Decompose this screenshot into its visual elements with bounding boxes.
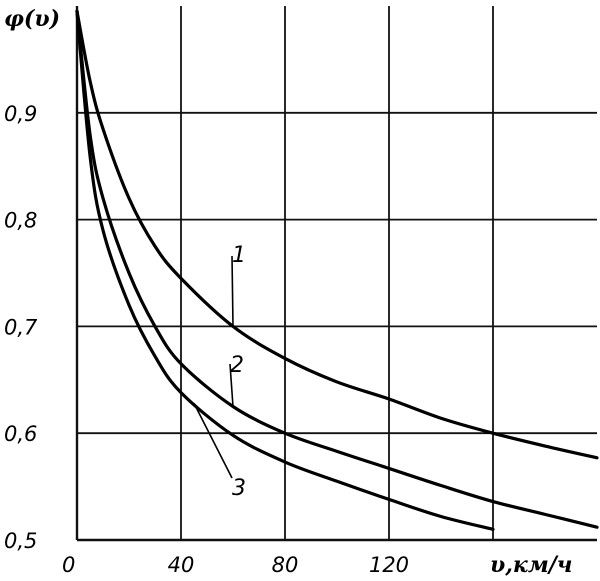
- series-label-1: 1: [232, 243, 246, 268]
- y-tick-label: 0,7: [4, 315, 38, 339]
- curve-layer: [75, 9, 599, 531]
- x-tick-label: 0: [62, 553, 75, 577]
- y-tick-label: 0,6: [4, 422, 37, 446]
- label-layer: 0,9 0,8 0,7 0,6 0,5 0 40 80 120 1 2 3: [4, 102, 409, 577]
- series-line-3: [75, 9, 495, 531]
- series-leader-2: [229, 363, 234, 407]
- y-tick-label: 0,8: [4, 209, 37, 233]
- series-line-2: [75, 9, 599, 529]
- series-label-2: 2: [230, 353, 244, 378]
- series-label-3: 3: [232, 476, 246, 501]
- series-line-1: [75, 9, 599, 460]
- x-tick-label: 40: [168, 553, 195, 577]
- x-tick-label: 120: [369, 553, 409, 577]
- series-leader-3: [193, 402, 233, 479]
- grid-layer: [75, 6, 597, 542]
- x-axis-title: υ,км/ч: [490, 552, 573, 578]
- y-tick-label: 0,9: [4, 102, 37, 126]
- x-tick-label: 80: [272, 553, 299, 577]
- y-axis-title: φ(υ): [4, 6, 60, 32]
- y-tick-label: 0,5: [4, 529, 37, 553]
- series-leader-1: [231, 255, 234, 327]
